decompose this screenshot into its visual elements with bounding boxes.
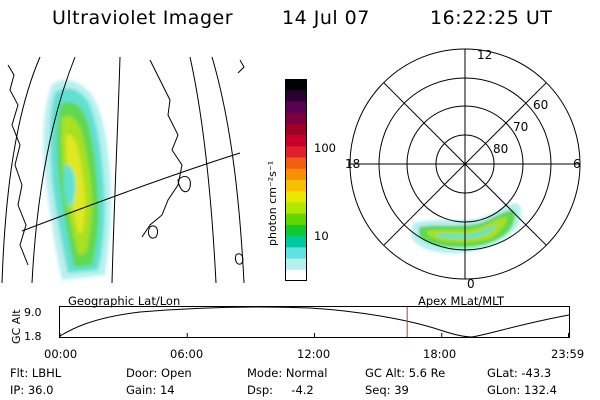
colorbar-cell: [285, 79, 307, 91]
orbit-altitude-plot: GC Alt 9.0 1.8: [10, 306, 570, 344]
auroral-emission-polar: [411, 203, 522, 254]
x-tick-2359: 23:59: [551, 347, 585, 361]
colorbar-cell: [285, 191, 307, 203]
info-filter: Flt: LBHL: [10, 366, 62, 380]
info-door: Door: Open: [126, 366, 192, 380]
colorbar-cell: [285, 213, 307, 226]
mlat-label-70: 70: [513, 120, 528, 134]
colorbar-unit-label-box: photon cm⁻²s⁻¹: [266, 161, 279, 246]
info-seq: Seq: 39: [365, 383, 409, 397]
info-glon: GLon: 132.4: [487, 383, 557, 397]
colorbar-cell: [285, 101, 307, 114]
polar-grid: [349, 48, 581, 280]
info-gc-alt: GC Alt: 5.6 Re: [365, 366, 446, 380]
colorbar-cell: [285, 157, 307, 170]
colorbar-cell: [285, 168, 307, 181]
colorbar-cell: [285, 112, 307, 125]
x-tick-0000: 00:00: [44, 347, 78, 361]
y-tick-9: 9.0: [24, 306, 42, 319]
geographic-image-panel: [1, 56, 245, 284]
orbit-plot-frame: [59, 306, 570, 338]
coastlines: [7, 59, 245, 266]
info-dsp: Dsp: -4.2: [247, 383, 314, 397]
colorbar-cell: [285, 180, 307, 192]
observation-time: 16:22:25 UT: [430, 7, 553, 29]
auroral-emission-geographic: [43, 79, 111, 280]
colorbar-cell: [285, 258, 307, 271]
mlt-label-6: 6: [573, 157, 581, 171]
colorbar-cell: [285, 123, 307, 136]
y-tick-1-8: 1.8: [24, 330, 42, 343]
colorbar-cell: [285, 269, 307, 281]
x-tick-0600: 06:00: [170, 347, 204, 361]
info-mode: Mode: Normal: [247, 366, 328, 380]
lat-lon-grid: [1, 56, 245, 284]
x-tick-1800: 18:00: [423, 347, 457, 361]
colorbar-unit-label: photon cm⁻²s⁻¹: [266, 161, 279, 246]
instrument-title: Ultraviolet Imager: [52, 7, 234, 29]
mlat-label-80: 80: [493, 142, 508, 156]
observation-date: 14 Jul 07: [282, 7, 370, 29]
colorbar-tick-100: 100: [314, 141, 336, 155]
mlt-label-12: 12: [477, 48, 492, 62]
info-glat: GLat: -43.3: [487, 366, 552, 380]
orbit-right-title: Apex MLat/MLT: [418, 294, 505, 308]
colorbar-cell: [285, 236, 307, 248]
mlat-label-60: 60: [533, 98, 548, 112]
info-gain: Gain: 14: [126, 383, 175, 397]
colorbar-tick-10: 10: [314, 229, 329, 243]
mlt-label-0: 0: [467, 277, 475, 290]
colorbar: [285, 79, 307, 281]
info-ip: IP: 36.0: [10, 383, 54, 397]
orbit-left-title: Geographic Lat/Lon: [68, 294, 181, 308]
colorbar-cell: [285, 224, 307, 237]
colorbar-cell: [285, 247, 307, 260]
altitude-curve: [59, 306, 570, 338]
polar-mlat-mlt-plot: 12 18 6 0 60 70 80: [345, 48, 581, 290]
colorbar-cell: [285, 202, 307, 215]
orbit-y-axis-label: GC Alt: [10, 309, 23, 344]
colorbar-cell: [285, 135, 307, 147]
mlt-label-18: 18: [345, 157, 360, 171]
x-tick-1200: 12:00: [297, 347, 331, 361]
colorbar-cell: [285, 90, 307, 102]
colorbar-cell: [285, 146, 307, 159]
